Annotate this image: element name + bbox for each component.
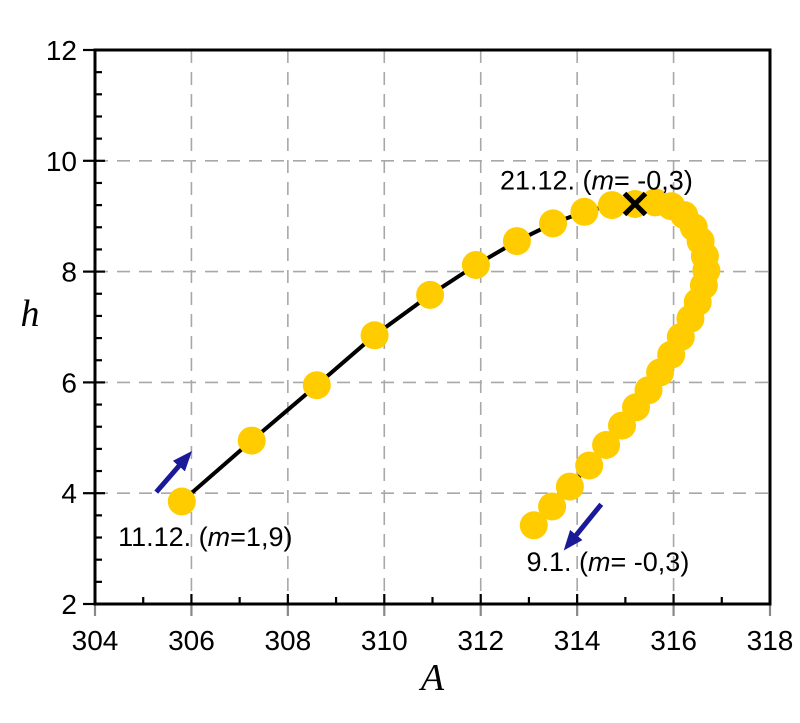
data-point xyxy=(597,191,626,220)
y-tick-label: 8 xyxy=(61,257,77,288)
peak-x-marker xyxy=(622,191,648,217)
data-point xyxy=(302,371,331,400)
y-tick-label: 12 xyxy=(46,35,77,66)
data-point xyxy=(167,487,196,516)
x-tick-label: 318 xyxy=(747,625,794,656)
data-point xyxy=(538,492,567,521)
data-point xyxy=(608,411,636,440)
direction-arrow-start xyxy=(154,451,192,494)
x-tick-label: 312 xyxy=(457,625,504,656)
data-point xyxy=(519,511,548,540)
data-points xyxy=(167,188,721,540)
data-point xyxy=(592,431,621,459)
y-tick-labels: 2 4 6 8 10 12 xyxy=(46,35,77,620)
annotation-peak-date: 21.12. (m= -0,3) xyxy=(500,166,693,196)
plot-border xyxy=(93,48,772,606)
data-point xyxy=(555,472,584,501)
data-point xyxy=(575,451,604,480)
data-point xyxy=(360,321,389,350)
x-axis-title: A xyxy=(418,657,445,699)
x-tick-label: 314 xyxy=(554,625,601,656)
y-tick-label: 6 xyxy=(61,367,77,398)
data-point xyxy=(237,426,266,455)
gridlines xyxy=(95,50,770,604)
x-tick-label: 306 xyxy=(168,625,215,656)
data-point xyxy=(416,280,445,309)
data-point xyxy=(502,227,531,256)
x-tick-labels: 304 306 308 310 312 314 316 318 xyxy=(72,625,794,656)
x-tick-label: 308 xyxy=(264,625,311,656)
y-tick-label: 4 xyxy=(61,478,77,509)
annotation-start-date: 11.12. (m=1,9) xyxy=(118,522,292,552)
data-point xyxy=(539,209,567,238)
data-point xyxy=(461,251,490,279)
y-axis-title: h xyxy=(21,293,40,335)
y-tick-label: 2 xyxy=(61,589,77,620)
data-line xyxy=(180,200,709,527)
data-point xyxy=(570,197,599,226)
x-tick-label: 310 xyxy=(361,625,408,656)
annotation-end-date: 9.1. (m= -0,3) xyxy=(527,547,690,577)
y-tick-label: 10 xyxy=(46,146,77,177)
direction-arrow-end xyxy=(563,502,604,551)
x-tick-label: 316 xyxy=(650,625,697,656)
x-tick-label: 304 xyxy=(72,625,119,656)
